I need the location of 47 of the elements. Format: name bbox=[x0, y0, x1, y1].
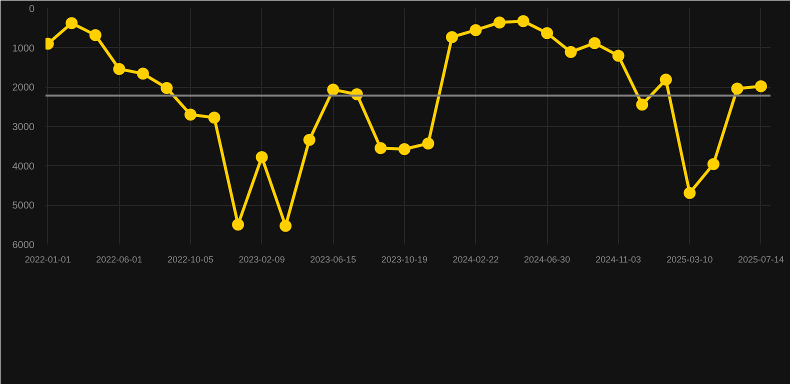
point bbox=[398, 143, 410, 156]
point bbox=[494, 16, 506, 28]
y-tick-label: 3000 bbox=[12, 122, 35, 133]
x-tick-label: 2022-10-05 bbox=[167, 254, 214, 264]
point bbox=[541, 27, 554, 40]
point bbox=[66, 17, 78, 30]
point bbox=[588, 37, 601, 50]
point bbox=[612, 50, 624, 62]
point bbox=[731, 82, 744, 95]
x-tick-label: 2023-06-15 bbox=[310, 254, 356, 264]
point bbox=[564, 46, 577, 58]
y-tick-label: 1000 bbox=[12, 43, 35, 54]
point bbox=[136, 68, 149, 80]
point bbox=[303, 134, 316, 146]
point bbox=[684, 187, 696, 199]
x-tick-label: 2024-02-22 bbox=[452, 254, 499, 264]
point bbox=[184, 108, 196, 121]
point bbox=[636, 98, 648, 111]
x-tick-label: 2025-03-10 bbox=[666, 254, 713, 264]
point bbox=[754, 80, 767, 92]
y-tick-label: 0 bbox=[28, 4, 35, 15]
point bbox=[208, 112, 220, 124]
point bbox=[422, 138, 434, 150]
x-tick-label: 2023-10-19 bbox=[381, 254, 428, 264]
x-tick-label: 2024-06-30 bbox=[524, 254, 570, 264]
point bbox=[113, 63, 126, 75]
point bbox=[89, 29, 102, 42]
point bbox=[660, 74, 672, 86]
point bbox=[707, 158, 720, 170]
point bbox=[446, 31, 458, 44]
point bbox=[160, 82, 173, 94]
y-tick-label: 6000 bbox=[12, 240, 35, 251]
point bbox=[327, 84, 340, 96]
point bbox=[374, 142, 387, 154]
x-tick-label: 2025-07-14 bbox=[738, 254, 784, 264]
y-tick-label: 4000 bbox=[12, 161, 35, 172]
x-tick-label: 2023-02-09 bbox=[238, 254, 285, 264]
y-tick-label: 2000 bbox=[12, 82, 35, 94]
point bbox=[280, 220, 292, 232]
x-tick-label: 2022-06-01 bbox=[96, 254, 142, 264]
y-tick-label: 5000 bbox=[12, 200, 35, 212]
point bbox=[256, 151, 268, 164]
x-tick-label: 2022-01-01 bbox=[24, 254, 71, 264]
x-tick-label: 2024-11-03 bbox=[596, 254, 642, 264]
point bbox=[517, 15, 530, 28]
point bbox=[232, 218, 244, 231]
point bbox=[470, 24, 482, 36]
